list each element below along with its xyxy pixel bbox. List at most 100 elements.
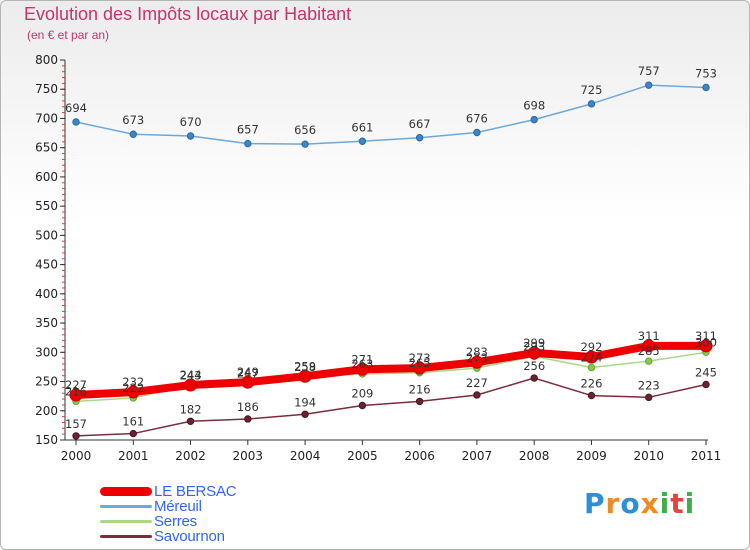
data-label: 661: [351, 120, 373, 134]
data-label: 271: [351, 352, 373, 366]
legend-swatch-serres: [100, 520, 152, 523]
x-tick-label: 2003: [233, 449, 264, 463]
data-label: 300: [695, 335, 717, 349]
y-tick-label: 550: [35, 199, 58, 213]
data-label: 667: [409, 117, 431, 131]
x-tick-label: 2005: [347, 449, 378, 463]
data-point: [301, 410, 309, 418]
data-point: [470, 355, 484, 369]
data-point: [530, 374, 538, 382]
logo-letter: t: [670, 487, 685, 520]
series-line: [75, 84, 707, 145]
series-line: [75, 377, 707, 437]
data-point: [584, 350, 598, 364]
data-point: [587, 100, 596, 108]
legend-swatch-mereuil: [100, 505, 152, 508]
y-tick-label: 150: [35, 433, 58, 447]
y-tick-label: 250: [35, 375, 58, 389]
data-point: [473, 128, 481, 137]
y-tick-label: 750: [35, 82, 58, 96]
legend-label: Méreuil: [154, 498, 202, 515]
data-label: 194: [294, 395, 316, 409]
logo-letter: i: [659, 487, 671, 520]
data-point: [413, 361, 427, 375]
data-label: 249: [237, 365, 259, 379]
data-point: [415, 397, 424, 406]
data-label: 757: [638, 64, 660, 78]
y-tick-label: 450: [35, 258, 58, 272]
y-tick-label: 200: [35, 404, 58, 418]
x-tick-label: 2011: [691, 449, 722, 463]
legend-item-mereuil: Méreuil: [100, 498, 236, 515]
legend-label: Serres: [154, 513, 197, 530]
data-label: 292: [580, 340, 602, 354]
data-label: 223: [638, 378, 660, 392]
x-tick-label: 2006: [404, 449, 435, 463]
data-point: [645, 393, 653, 402]
legend-swatch-le-bersac: [100, 487, 152, 496]
data-label: 263: [351, 357, 373, 371]
legend-item-serres: Serres: [100, 513, 236, 530]
data-point: [702, 83, 710, 92]
x-tick-label: 2000: [61, 449, 92, 463]
y-tick-label: 400: [35, 287, 58, 301]
data-label: 676: [466, 111, 488, 125]
data-label: 273: [466, 351, 488, 365]
data-point: [642, 339, 656, 353]
data-point: [702, 380, 710, 389]
logo-letter: x: [640, 487, 660, 520]
data-point: [415, 134, 424, 142]
chart-title: Evolution des Impôts locaux par Habitant: [24, 4, 352, 24]
data-label: 209: [351, 387, 373, 401]
y-tick-label: 350: [35, 316, 58, 330]
data-label: 216: [409, 382, 431, 396]
x-tick-label: 2007: [462, 449, 493, 463]
data-label: 725: [580, 83, 602, 97]
data-label: 311: [638, 329, 660, 343]
data-point: [301, 140, 309, 148]
data-point: [129, 130, 137, 138]
data-label: 227: [65, 378, 87, 392]
data-label: 247: [237, 366, 259, 380]
data-point: [645, 81, 653, 89]
data-label: 311: [695, 329, 717, 343]
data-label: 293: [523, 339, 545, 353]
x-tick-label: 2010: [633, 449, 664, 463]
logo-letter: P: [584, 487, 606, 520]
data-point: [358, 401, 367, 410]
data-label: 273: [409, 351, 431, 365]
data-point: [72, 432, 80, 440]
y-tick-label: 500: [35, 228, 58, 242]
data-label: 226: [580, 377, 602, 391]
data-label: 216: [65, 384, 87, 398]
x-tick-label: 2002: [175, 449, 206, 463]
legend-item-savournon: Savournon: [100, 528, 236, 545]
chart-subtitle: (en € et par an): [27, 28, 110, 42]
x-tick-label: 2009: [576, 449, 607, 463]
data-point: [244, 415, 252, 423]
y-tick-label: 300: [35, 345, 58, 359]
logo-letter: o: [620, 487, 641, 520]
data-point: [186, 417, 195, 425]
data-label: 274: [580, 351, 602, 365]
data-point: [699, 339, 713, 353]
series-m-reuil: [72, 81, 710, 148]
data-point: [184, 378, 198, 392]
data-label: 182: [180, 402, 202, 416]
data-label: 227: [466, 376, 488, 390]
data-point: [241, 375, 255, 389]
data-point: [587, 391, 596, 400]
data-point: [186, 132, 195, 140]
data-label: 698: [523, 99, 545, 113]
x-tick-label: 2001: [118, 449, 149, 463]
data-label: 157: [65, 417, 87, 431]
data-point: [298, 369, 312, 383]
data-label: 186: [237, 400, 259, 414]
data-label: 222: [122, 381, 144, 395]
data-point: [527, 346, 541, 360]
data-label: 243: [180, 369, 202, 383]
data-point: [126, 385, 140, 399]
series-le-bersac: [69, 339, 713, 402]
